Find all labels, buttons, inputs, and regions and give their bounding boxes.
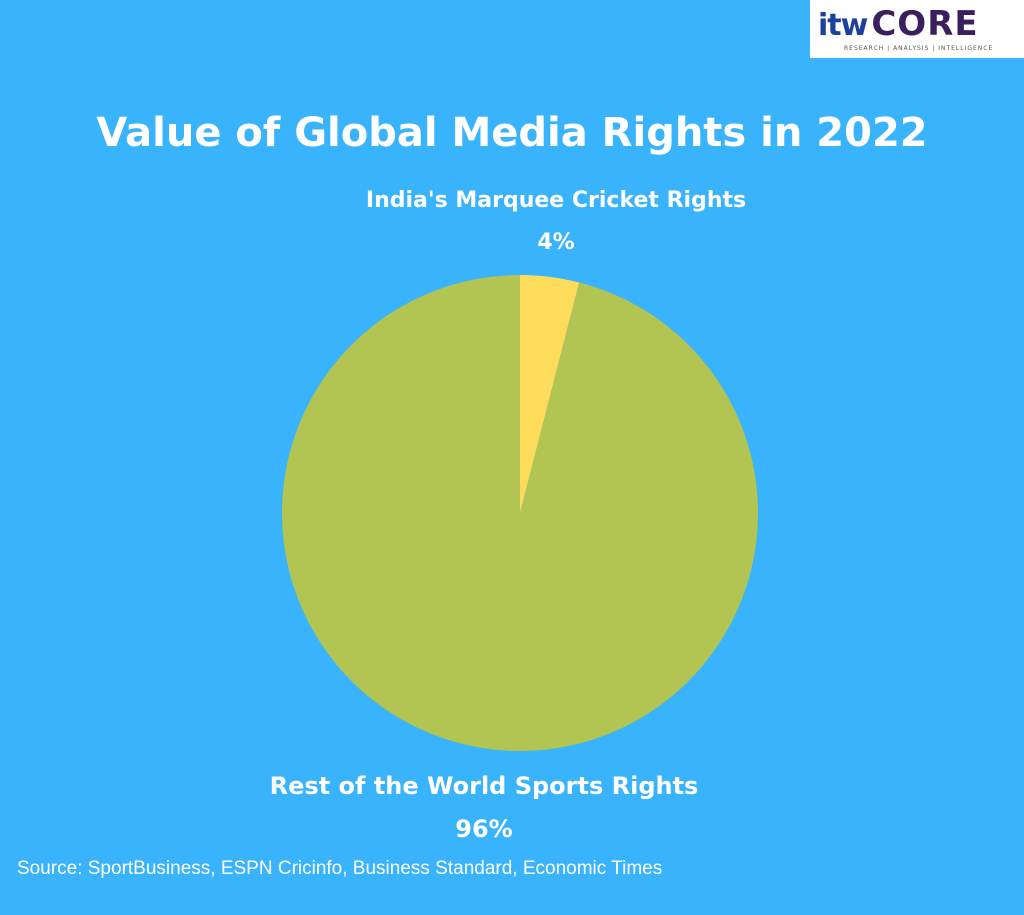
slice-label-cricket: India's Marquee Cricket Rights (366, 188, 746, 213)
slice-value-rest-of-world: 96% (455, 815, 512, 843)
pie-slice-rest-of-world (282, 275, 759, 751)
slice-value-cricket: 4% (537, 230, 574, 255)
source-note: Source: SportBusiness, ESPN Cricinfo, Bu… (17, 858, 663, 879)
itw-core-logo: itw CORE RESEARCH | ANALYSIS | INTELLIGEN… (810, 0, 1024, 58)
logo-tagline: RESEARCH | ANALYSIS | INTELLIGENCE (844, 45, 994, 52)
logo-brand: itw (818, 8, 868, 43)
pie-slices (282, 275, 759, 751)
logo-wordmark: itw CORE (818, 4, 979, 50)
slice-label-rest-of-world: Rest of the World Sports Rights (270, 772, 699, 800)
chart-title: Value of Global Media Rights in 2022 (96, 110, 928, 156)
logo-name: CORE (871, 4, 979, 44)
pie-slice-cricket (520, 275, 580, 513)
